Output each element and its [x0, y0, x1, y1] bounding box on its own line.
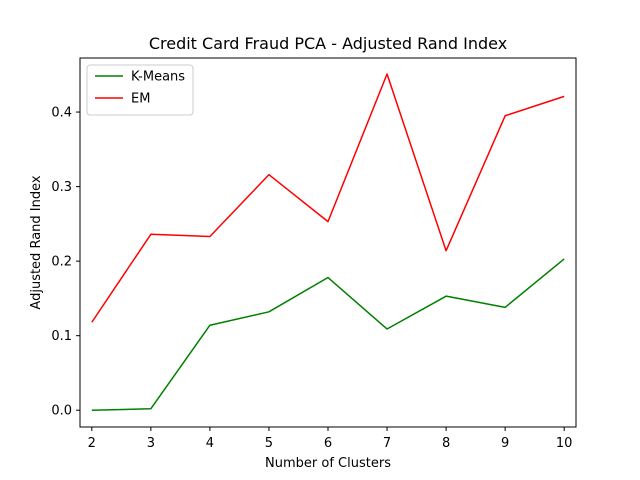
x-tick-label: 5 [265, 436, 273, 451]
x-tick-label: 2 [88, 436, 96, 451]
x-axis: 2 3 4 5 6 7 8 9 10 [88, 427, 573, 451]
y-tick-label: 0.4 [51, 106, 72, 121]
series-line-em [91, 73, 565, 323]
y-axis-label: Adjusted Rand Index [29, 175, 44, 309]
y-tick-label: 0.0 [51, 404, 72, 419]
x-axis-label: Number of Clusters [265, 456, 391, 471]
y-tick-label: 0.3 [51, 180, 72, 195]
legend-entry-label: K-Means [131, 70, 185, 85]
x-tick-label: 3 [147, 436, 155, 451]
legend-entry-label: EM [131, 92, 150, 107]
y-axis: 0.0 0.1 0.2 0.3 0.4 [51, 106, 80, 419]
plot-area [91, 73, 565, 411]
y-tick-label: 0.1 [51, 329, 72, 344]
legend-box [86, 64, 194, 116]
series-line-k-means [91, 258, 565, 411]
x-tick-label: 6 [324, 436, 332, 451]
legend: K-Means EM [86, 64, 194, 116]
chart-title: Credit Card Fraud PCA - Adjusted Rand In… [149, 34, 507, 53]
x-tick-label: 10 [556, 436, 573, 451]
x-tick-label: 9 [501, 436, 509, 451]
x-tick-label: 4 [206, 436, 214, 451]
x-tick-label: 7 [383, 436, 391, 451]
x-tick-label: 8 [442, 436, 450, 451]
y-tick-label: 0.2 [51, 255, 72, 270]
